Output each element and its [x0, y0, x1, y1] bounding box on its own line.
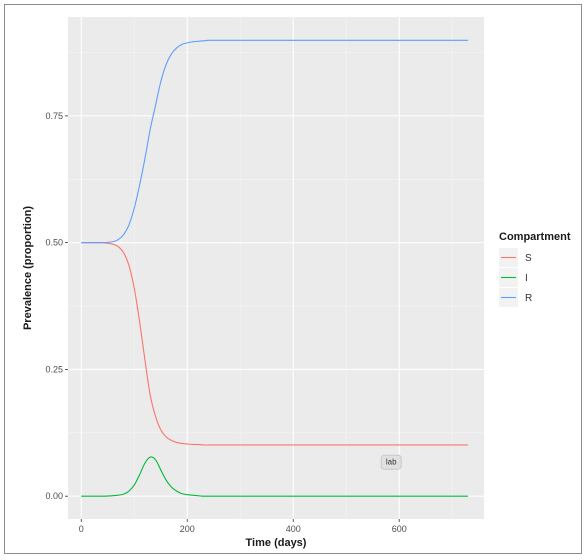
series-lines: [81, 39, 469, 497]
x-tick-label: 200: [180, 524, 195, 534]
annotation: lab: [380, 454, 402, 470]
y-tick-label: 0.50: [45, 238, 63, 248]
y-axis-title: Prevalence (proportion): [22, 206, 34, 330]
x-tick-label: 600: [392, 524, 407, 534]
series-line-i: [81, 456, 469, 497]
minor-gridlines: [68, 17, 484, 519]
plot-panel: [68, 17, 484, 519]
legend: Compartment SIR: [499, 231, 571, 307]
y-axis: 0.00 0.25 0.50 0.75: [45, 111, 68, 501]
annotation-label-box: [380, 454, 402, 470]
y-tick-label: 0.25: [45, 364, 63, 374]
x-tick-label: 0: [79, 524, 84, 534]
x-axis-title: Time (days): [246, 537, 307, 549]
series-line-r: [81, 39, 469, 244]
legend-label-i: I: [525, 273, 528, 284]
legend-title: Compartment: [499, 231, 571, 243]
x-tick-label: 400: [286, 524, 301, 534]
legend-label-r: R: [525, 293, 532, 304]
y-tick-label: 0.00: [45, 491, 63, 501]
x-axis: 0 200 400 600: [79, 519, 407, 534]
major-gridlines: [68, 17, 484, 519]
series-line-s: [81, 241, 469, 446]
annotation-label: lab: [386, 458, 397, 467]
legend-label-s: S: [525, 253, 532, 264]
y-tick-label: 0.75: [45, 111, 63, 121]
